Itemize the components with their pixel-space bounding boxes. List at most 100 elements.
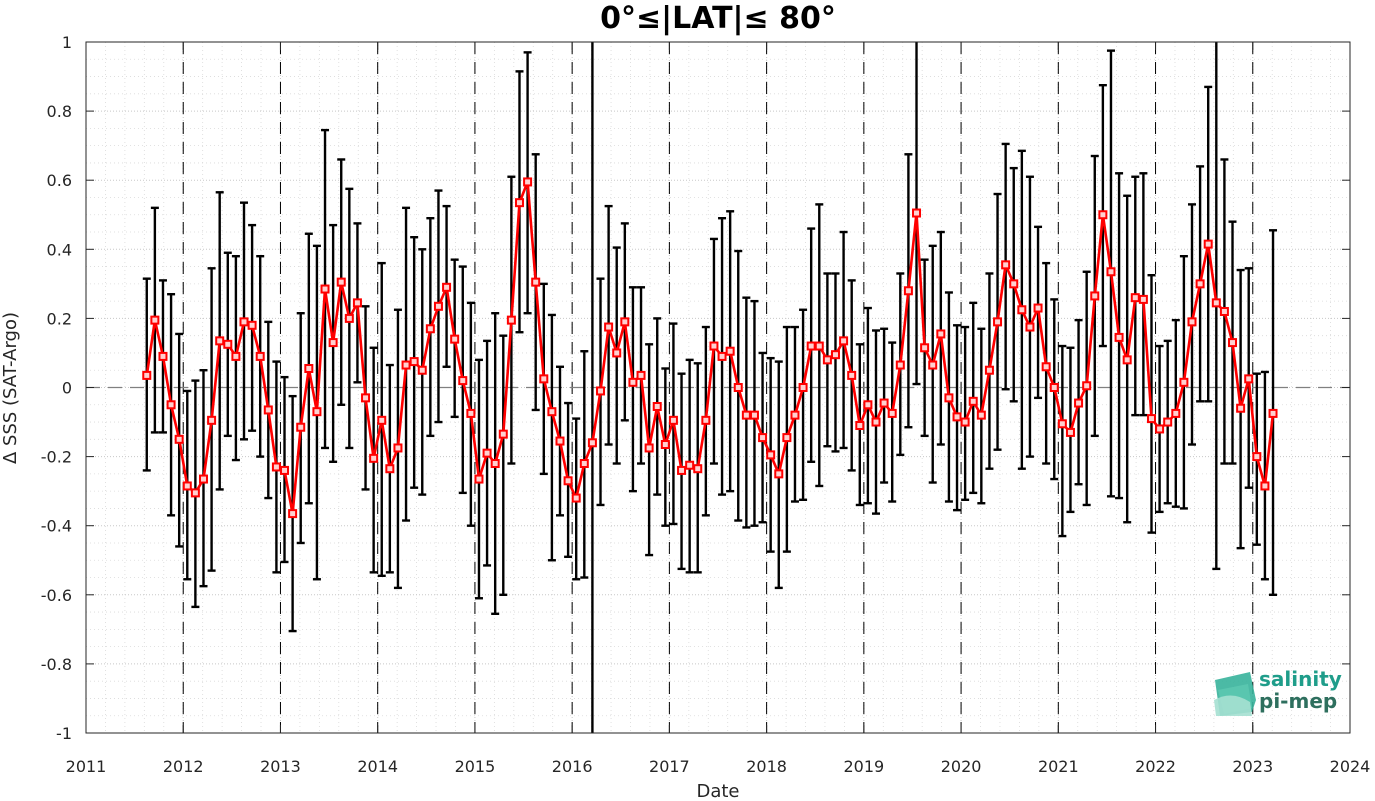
data-point: [514, 198, 524, 208]
x-tick-label: 2023: [1232, 757, 1273, 776]
y-tick-label: 0.4: [47, 240, 72, 259]
data-point: [1171, 408, 1181, 418]
salinity-pi-mep-logo: salinity pi-mep: [1214, 667, 1342, 716]
y-tick-labels: -1 -0.8 -0.6 -0.4 -0.2 0 0.2 0.4 0.6 0.8 1: [41, 33, 72, 743]
data-point: [863, 400, 873, 410]
x-tick-labels: 2011 2012 2013 2014 2015 2016 2017 2018 2019 2020…: [66, 757, 1371, 776]
data-point: [928, 360, 938, 370]
data-point: [604, 322, 614, 332]
x-tick-label: 2020: [941, 757, 982, 776]
data-point: [741, 410, 751, 420]
data-point: [320, 284, 330, 294]
data-point: [442, 282, 452, 292]
data-point: [839, 336, 849, 346]
logo-line2: pi-mep: [1259, 689, 1337, 713]
data-point: [1203, 239, 1213, 249]
data-point: [280, 465, 290, 475]
data-point: [344, 313, 354, 323]
data-point: [579, 459, 589, 469]
data-point: [1033, 303, 1043, 313]
data-point: [1009, 279, 1019, 289]
data-point: [596, 386, 606, 396]
data-point: [709, 341, 719, 351]
data-point: [166, 400, 176, 410]
data-point: [628, 377, 638, 387]
data-point: [944, 393, 954, 403]
data-point: [1025, 322, 1035, 332]
data-point: [231, 351, 241, 361]
data-point: [417, 365, 427, 375]
data-point: [304, 363, 314, 373]
data-point: [336, 277, 346, 287]
x-tick-label: 2013: [260, 757, 301, 776]
data-point: [936, 329, 946, 339]
data-point: [976, 410, 986, 420]
x-axis-label: Date: [696, 781, 739, 801]
data-point: [142, 370, 152, 380]
y-tick-label: 0.6: [47, 171, 72, 190]
data-point: [766, 450, 776, 460]
data-point: [822, 355, 832, 365]
data-point: [774, 469, 784, 479]
data-point: [993, 317, 1003, 327]
logo-line1: salinity: [1259, 667, 1342, 691]
data-point: [790, 410, 800, 420]
data-point: [612, 348, 622, 358]
data-point: [1138, 294, 1148, 304]
data-point: [952, 412, 962, 422]
y-tick-label: -0.8: [41, 655, 72, 674]
data-point: [523, 177, 533, 187]
data-point: [458, 376, 468, 386]
data-point: [806, 341, 816, 351]
data-point: [474, 474, 484, 484]
series-markers: [142, 177, 1278, 519]
y-tick-label: 1: [62, 33, 72, 52]
data-point: [425, 324, 435, 334]
y-axis-label: Δ SSS (SAT-Argo): [0, 312, 21, 464]
data-point: [377, 415, 387, 425]
data-point: [725, 346, 735, 356]
data-point: [903, 286, 913, 296]
data-point: [369, 453, 379, 463]
data-point: [1187, 317, 1197, 327]
x-tick-label: 2018: [746, 757, 787, 776]
y-tick-label: 0: [62, 379, 72, 398]
data-point: [255, 351, 265, 361]
data-point: [450, 334, 460, 344]
data-point: [223, 339, 233, 349]
data-point: [758, 433, 768, 443]
data-point: [271, 462, 281, 472]
data-point: [1017, 305, 1027, 315]
data-point: [150, 315, 160, 325]
data-point: [1041, 362, 1051, 372]
data-point: [239, 317, 249, 327]
x-tick-label: 2012: [163, 757, 204, 776]
data-point: [393, 443, 403, 453]
x-tick-label: 2017: [649, 757, 690, 776]
data-point: [1268, 408, 1278, 418]
data-point: [660, 440, 670, 450]
data-point: [749, 410, 759, 420]
data-point: [693, 464, 703, 474]
data-point: [701, 415, 711, 425]
axis-ticks: [85, 41, 1351, 734]
data-point: [1260, 481, 1270, 491]
data-point: [1146, 414, 1156, 424]
data-point: [555, 436, 565, 446]
data-point: [677, 465, 687, 475]
data-point: [482, 448, 492, 458]
data-point: [1122, 355, 1132, 365]
data-point: [1049, 383, 1059, 392]
data-point: [563, 476, 573, 486]
data-point: [1114, 332, 1124, 342]
data-point: [207, 415, 217, 425]
data-point: [198, 474, 208, 484]
y-tick-label: -1: [56, 724, 72, 743]
x-tick-label: 2022: [1135, 757, 1176, 776]
data-point: [798, 383, 808, 392]
data-point: [531, 277, 541, 287]
data-point: [385, 464, 395, 474]
data-point: [1219, 306, 1229, 316]
data-point: [1236, 403, 1246, 413]
